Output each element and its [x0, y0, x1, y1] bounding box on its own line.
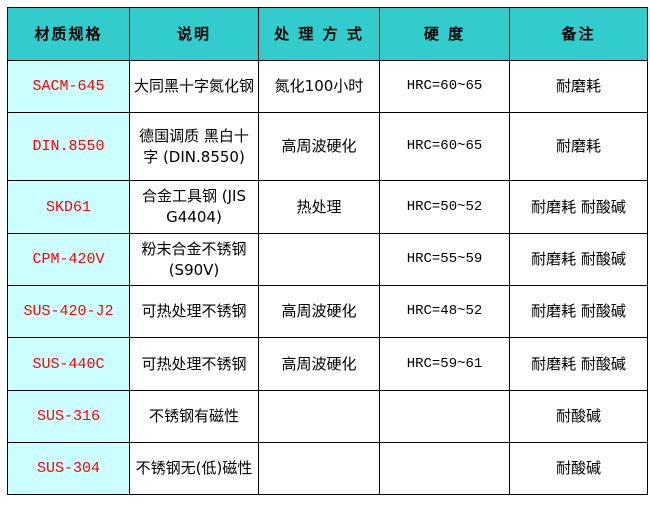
cell-spec: SUS-440C [7, 337, 130, 391]
cell-desc: 不锈钢无(低)磁性 [129, 442, 259, 495]
cell-note: 耐磨耗 耐酸碱 [509, 337, 648, 391]
cell-treatment [258, 390, 380, 443]
cell-hardness: HRC=60~65 [379, 112, 510, 181]
header-row: 材质规格 说明 处 理 方 式 硬 度 备注 [7, 7, 648, 61]
header-desc: 说明 [129, 7, 259, 61]
cell-hardness [379, 442, 510, 495]
cell-note: 耐磨耗 耐酸碱 [509, 180, 648, 234]
table-row: SUS-304 不锈钢无(低)磁性 耐酸碱 [7, 442, 648, 495]
header-treatment: 处 理 方 式 [258, 7, 380, 61]
cell-note: 耐酸碱 [509, 390, 648, 443]
table-row: DIN.8550 德国调质 黑白十字 (DIN.8550) 高周波硬化 HRC=60~… [7, 112, 648, 181]
cell-treatment: 高周波硬化 [258, 112, 380, 181]
cell-hardness [379, 390, 510, 443]
cell-desc: 可热处理不锈钢 [129, 285, 259, 338]
cell-spec: SUS-316 [7, 390, 130, 443]
table-row: SUS-440C 可热处理不锈钢 高周波硬化 HRC=59~61 耐磨耗 耐酸碱 [7, 337, 648, 391]
cell-note: 耐磨耗 耐酸碱 [509, 233, 648, 286]
header-note: 备注 [509, 7, 648, 61]
cell-hardness: HRC=60~65 [379, 60, 510, 113]
cell-treatment [258, 233, 380, 286]
cell-spec: SUS-304 [7, 442, 130, 495]
cell-spec: SACM-645 [7, 60, 130, 113]
cell-note: 耐磨耗 [509, 60, 648, 113]
table-row: SKD61 合金工具钢 (JIS G4404) 热处理 HRC=50~52 耐磨耗 耐酸… [7, 180, 648, 234]
cell-treatment: 氮化100小时 [258, 60, 380, 113]
table-row: SACM-645 大同黑十字氮化钢 氮化100小时 HRC=60~65 耐磨耗 [7, 60, 648, 113]
cell-treatment: 高周波硬化 [258, 337, 380, 391]
header-hardness: 硬 度 [379, 7, 510, 61]
cell-hardness: HRC=50~52 [379, 180, 510, 234]
material-table: 材质规格 说明 处 理 方 式 硬 度 备注 SACM-645 大同黑十字氮化钢氮… [7, 7, 648, 495]
cell-note: 耐酸碱 [509, 442, 648, 495]
cell-hardness: HRC=59~61 [379, 337, 510, 391]
cell-desc: 德国调质 黑白十字 (DIN.8550) [129, 112, 259, 181]
table-row: CPM-420V 粉末合金不锈钢(S90V) HRC=55~59 耐磨耗 耐酸碱 [7, 233, 648, 286]
cell-spec: DIN.8550 [7, 112, 130, 181]
cell-treatment: 高周波硬化 [258, 285, 380, 338]
cell-spec: SKD61 [7, 180, 130, 234]
cell-treatment [258, 442, 380, 495]
cell-note: 耐磨耗 [509, 112, 648, 181]
cell-treatment: 热处理 [258, 180, 380, 234]
cell-spec: SUS-420-J2 [7, 285, 130, 338]
header-spec: 材质规格 [7, 7, 130, 61]
cell-hardness: HRC=48~52 [379, 285, 510, 338]
cell-desc: 粉末合金不锈钢(S90V) [129, 233, 259, 286]
cell-desc: 合金工具钢 (JIS G4404) [129, 180, 259, 234]
cell-hardness: HRC=55~59 [379, 233, 510, 286]
cell-desc: 不锈钢有磁性 [129, 390, 259, 443]
cell-note: 耐磨耗 耐酸碱 [509, 285, 648, 338]
table-row: SUS-316 不锈钢有磁性 耐酸碱 [7, 390, 648, 443]
cell-desc: 大同黑十字氮化钢 [129, 60, 259, 113]
cell-spec: CPM-420V [7, 233, 130, 286]
cell-desc: 可热处理不锈钢 [129, 337, 259, 391]
table-row: SUS-420-J2 可热处理不锈钢 高周波硬化 HRC=48~52 耐磨耗 耐酸碱 [7, 285, 648, 338]
